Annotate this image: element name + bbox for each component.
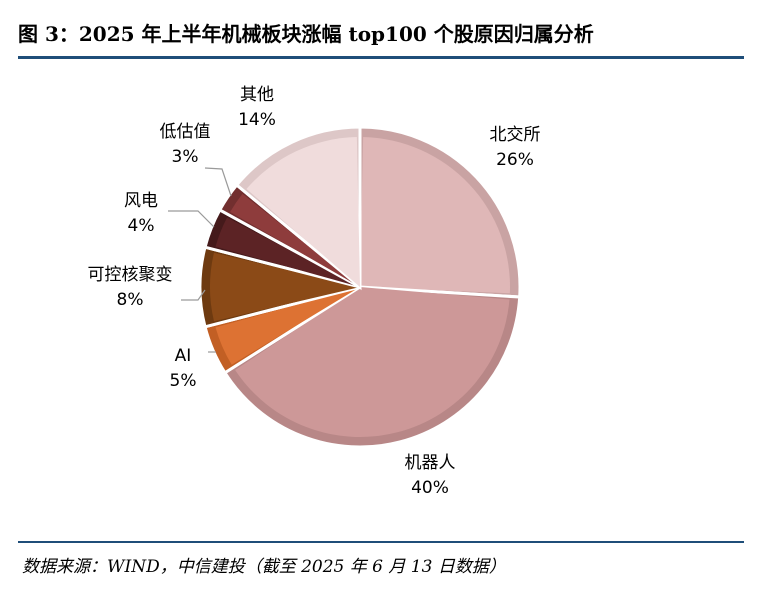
source-note: 数据来源：WIND，中信建投（截至 2025 年 6 月 13 日数据） bbox=[22, 557, 506, 577]
pie-slice-face-0 bbox=[360, 137, 511, 294]
pie-slice-face-3 bbox=[209, 252, 360, 322]
slice-label-value-3: 8% bbox=[117, 290, 144, 310]
source-rule bbox=[18, 541, 744, 543]
leader-line-4 bbox=[168, 210, 215, 228]
slice-label-value-4: 4% bbox=[128, 216, 155, 236]
slice-label-name-3: 可控核聚变 bbox=[88, 265, 173, 285]
slice-label-name-5: 低估值 bbox=[160, 122, 211, 142]
pie-slice-face-6 bbox=[246, 137, 360, 287]
slice-label-name-2: AI bbox=[175, 346, 192, 366]
slice-label-name-6: 其他 bbox=[240, 85, 274, 105]
pie-slice-face-4 bbox=[215, 217, 360, 287]
pie-slice-face-2 bbox=[215, 287, 360, 365]
pie-chart: 北交所 26% 机器人 40% AI 5% 可控核聚变 8% 风电 4% 低估值 3% 其他 14% bbox=[88, 85, 541, 498]
slice-label-value-0: 26% bbox=[496, 150, 534, 170]
pie-slice-face-5 bbox=[230, 193, 360, 287]
slice-label-value-5: 3% bbox=[172, 147, 199, 167]
leader-line-5 bbox=[204, 167, 232, 197]
slice-label-value-2: 5% bbox=[170, 371, 197, 391]
slice-label-value-6: 14% bbox=[238, 110, 276, 130]
leader-line-3 bbox=[181, 289, 206, 301]
slice-label-name-4: 风电 bbox=[124, 191, 158, 211]
slice-label-value-1: 40% bbox=[411, 478, 449, 498]
slice-label-name-0: 北交所 bbox=[490, 125, 541, 145]
slice-label-name-1: 机器人 bbox=[405, 453, 456, 473]
title-rule bbox=[18, 56, 744, 59]
chart-title: 图 3：2025 年上半年机械板块涨幅 top100 个股原因归属分析 bbox=[18, 22, 594, 46]
